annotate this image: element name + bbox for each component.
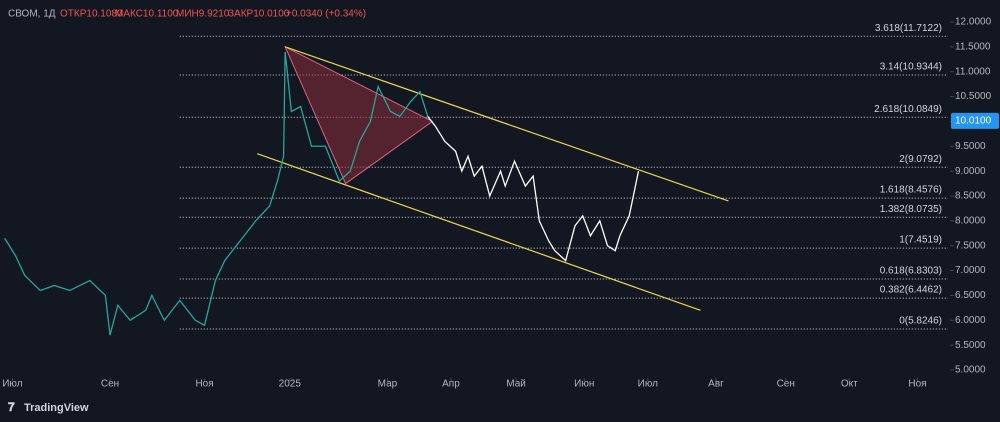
- low: МИН9.9210: [176, 9, 230, 20]
- x-tick-label: Июл: [638, 379, 658, 390]
- y-tick-label: 5.0000: [955, 365, 986, 376]
- price-line: [427, 116, 640, 262]
- y-tick-label: 8.0000: [955, 215, 986, 226]
- last-price-label: 10.0100: [955, 116, 992, 127]
- y-tick-label: 12.0000: [955, 17, 992, 28]
- y-tick-label: 5.5000: [955, 340, 986, 351]
- y-tick-label: 11.5000: [955, 41, 991, 52]
- x-tick-label: Ноя: [195, 379, 213, 390]
- y-tick-label: 7.5000: [955, 240, 986, 251]
- change: +0.0340 (+0.34%): [286, 9, 366, 20]
- fib-label: 1.382(8.0735): [880, 204, 942, 215]
- fib-label: 0.618(6.8303): [880, 266, 942, 277]
- y-tick-label: 7.0000: [955, 265, 986, 276]
- x-tick-label: Июл: [2, 379, 22, 390]
- y-tick-label: 6.5000: [955, 290, 986, 301]
- fib-label: 2.618(10.0849): [874, 104, 942, 115]
- price-line: [4, 51, 429, 336]
- fib-label: 1(7.4519): [899, 235, 942, 246]
- x-tick-label: Ноя: [908, 379, 926, 390]
- y-tick-label: 11.0000: [955, 66, 991, 77]
- logo: 𝟕: [8, 400, 15, 414]
- triangle: [284, 45, 434, 185]
- x-tick-label: Сен: [777, 379, 795, 390]
- y-tick-label: 6.0000: [955, 315, 986, 326]
- x-tick-label: Мар: [378, 379, 398, 390]
- x-tick-label: Авг: [708, 379, 724, 390]
- x-tick-label: Май: [506, 379, 526, 390]
- y-tick-label: 9.5000: [955, 141, 986, 152]
- fib-label: 3.618(11.7122): [875, 23, 942, 34]
- close: ЗАКР10.0100: [228, 9, 290, 20]
- fib-label: 1.618(8.4576): [880, 185, 942, 196]
- fib-label: 0(5.8246): [899, 316, 942, 327]
- channel-lower: [257, 153, 701, 311]
- fib-label: 3.14(10.9344): [880, 62, 942, 73]
- x-tick-label: Апр: [442, 379, 460, 390]
- x-tick-label: Окт: [841, 379, 858, 390]
- last-price-tag: [951, 112, 999, 129]
- y-tick-label: 9.0000: [955, 166, 986, 177]
- open: ОТКР10.1080: [60, 9, 123, 20]
- channel-upper: [284, 46, 729, 202]
- header: СВОМ, 1Д ОТКР10.1080 МАКС10.1100 МИН9.92…: [8, 9, 366, 20]
- fib-label: 0.382(6.4462): [880, 285, 942, 296]
- x-tick-label: Июн: [574, 379, 594, 390]
- symbol: СВОМ, 1Д: [8, 9, 56, 20]
- x-tick-label: 2025: [279, 379, 302, 390]
- branding: TradingView: [24, 402, 89, 414]
- y-tick-label: 8.5000: [955, 191, 986, 202]
- y-tick-label: 10.5000: [955, 91, 992, 102]
- fib-label: 2(9.0792): [899, 154, 942, 165]
- x-tick-label: Сен: [101, 379, 119, 390]
- high: МАКС10.1100: [115, 9, 179, 20]
